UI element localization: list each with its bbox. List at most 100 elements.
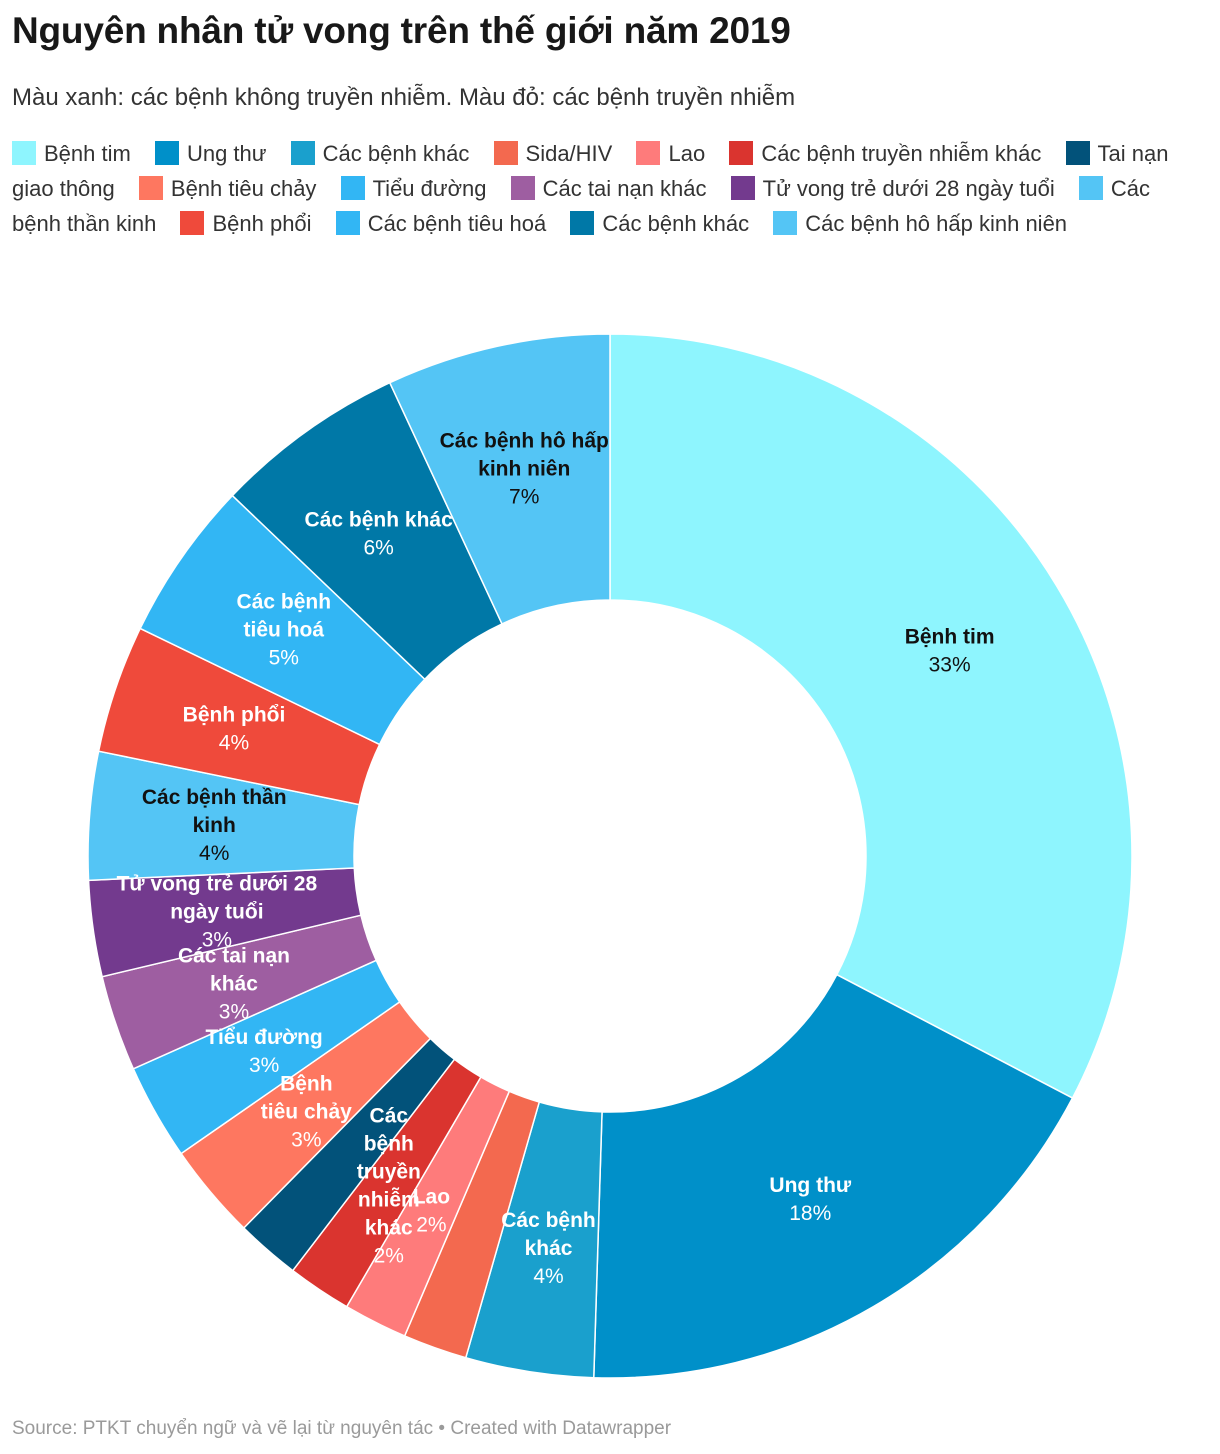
slice-label-name: Các bệnh xyxy=(501,1209,596,1232)
slice-label-value: 18% xyxy=(789,1202,831,1225)
slice-label: Lao 2% xyxy=(413,1186,450,1237)
legend-swatch xyxy=(510,176,535,200)
slice-label: Bệnh tiêu chảy 3% xyxy=(261,1073,352,1152)
chart-title: Nguyên nhân tử vong trên thế giới năm 20… xyxy=(12,10,791,51)
legend-item: Các bệnh hô hấp kinh niên xyxy=(773,211,1067,236)
legend-label: Các bệnh hô hấp kinh niên xyxy=(805,211,1068,236)
legend-item: Bệnh tiêu chảy xyxy=(138,176,317,201)
legend-swatch xyxy=(290,141,315,165)
slice-label-name: khác xyxy=(210,972,258,995)
legend-item: Tai nạn giao thông xyxy=(12,141,1168,201)
legend-item: Các bệnh thần kinh xyxy=(12,176,1150,236)
slice-label-name: Tiểu đường xyxy=(206,1026,323,1049)
legend-label: Các tai nạn khác xyxy=(542,176,707,201)
slice-label: Các bệnh tiêu hoá 5% xyxy=(237,591,332,670)
slice-label-value: 4% xyxy=(219,732,249,755)
slice-label: Các bệnh thần kinh 4% xyxy=(142,786,287,865)
slice-label-name: Các xyxy=(370,1105,409,1128)
slice-label-name: Tử vong trẻ dưới 28 xyxy=(117,872,318,895)
legend-swatch xyxy=(138,176,163,200)
legend-label: Tai nạn giao thông xyxy=(12,141,1169,201)
legend-label: Các bệnh thần kinh xyxy=(12,176,1151,236)
legend-label: Các bệnh tiêu hoá xyxy=(367,211,547,236)
slice-label-name: Các bệnh xyxy=(237,591,332,614)
slice-label-name: Lao xyxy=(413,1186,450,1209)
chart-subtitle: Màu xanh: các bệnh không truyền nhiễm. M… xyxy=(12,84,796,111)
legend-item: Các bệnh khác xyxy=(290,141,470,166)
slice-label: Bệnh tim 33% xyxy=(905,625,995,676)
slice-label-name: khác xyxy=(365,1217,413,1240)
legend-item: Các tai nạn khác xyxy=(510,176,707,201)
slice-label-name: ngày tuổi xyxy=(170,900,263,923)
slice-label: Các bệnh hô hấp kinh niên 7% xyxy=(440,429,609,508)
slice-label-name: Bệnh xyxy=(280,1073,333,1096)
slice-label-value: 3% xyxy=(249,1054,279,1077)
legend-label: Tiểu đường xyxy=(372,176,487,201)
legend-swatch xyxy=(12,141,36,165)
legend-item: Các bệnh tiêu hoá xyxy=(335,211,547,236)
slice-label-name: Bệnh phổi xyxy=(183,704,286,727)
legend-swatch xyxy=(570,211,595,235)
slice-label-name: kinh xyxy=(193,814,236,837)
slice-label: Các bệnh khác 6% xyxy=(305,508,454,559)
legend-label: Lao xyxy=(668,141,706,166)
legend-label: Ung thư xyxy=(186,141,267,166)
legend-swatch xyxy=(180,211,205,235)
slice-label-name: kinh niên xyxy=(478,457,570,480)
slice-label-name: Các bệnh thần xyxy=(142,786,287,809)
legend-label: Bệnh tim xyxy=(44,141,131,166)
legend-label: Các bệnh khác xyxy=(602,211,750,236)
legend-item: Sida/HIV xyxy=(493,141,613,166)
slice-label-name: nhiễm xyxy=(358,1188,420,1212)
legend-label: Tử vong trẻ dưới 28 ngày tuổi xyxy=(762,176,1055,201)
legend-swatch xyxy=(493,141,518,165)
legend-item: Bệnh tim xyxy=(12,141,131,166)
slice-label-name: tiêu chảy xyxy=(261,1101,352,1124)
legend-item: Ung thư xyxy=(154,141,267,166)
slice-label: Bệnh phổi 4% xyxy=(183,704,286,755)
slice-label: Tử vong trẻ dưới 28 ngày tuổi 3% xyxy=(117,872,318,951)
legend-label: Sida/HIV xyxy=(525,141,613,166)
slice-label-value: 3% xyxy=(202,928,232,951)
slice-label: Các bệnh khác 4% xyxy=(501,1209,596,1288)
legend-swatch xyxy=(1065,141,1090,165)
slice-label-name: Các tai nạn xyxy=(178,944,290,967)
legend-swatch xyxy=(154,141,179,165)
legend-swatch xyxy=(773,211,798,235)
slice-label-value: 5% xyxy=(269,647,299,670)
legend-swatch xyxy=(340,176,365,200)
slice-label-value: 4% xyxy=(199,842,229,865)
legend-item: Tiểu đường xyxy=(340,176,487,201)
slice-label-value: 33% xyxy=(929,653,971,676)
slice-label: Các bệnh truyền nhiễm khác 2% xyxy=(357,1105,421,1268)
legend-label: Các bệnh khác xyxy=(322,141,470,166)
slice-label-name: tiêu hoá xyxy=(244,619,325,642)
legend-swatch xyxy=(636,141,661,165)
slice-label-value: 3% xyxy=(219,1000,249,1023)
slice-label-value: 6% xyxy=(363,536,393,559)
legend-label: Các bệnh truyền nhiễm khác xyxy=(761,141,1042,166)
slice-label-value: 3% xyxy=(291,1129,321,1152)
legend-item: Các bệnh truyền nhiễm khác xyxy=(729,141,1041,166)
slice-label-value: 4% xyxy=(533,1265,563,1288)
legend-swatch xyxy=(1078,176,1103,200)
slice-label-value: 7% xyxy=(509,485,539,508)
legend-item: Tử vong trẻ dưới 28 ngày tuổi xyxy=(730,176,1055,201)
donut-slice xyxy=(609,333,1133,1100)
slice-label-name: Ung thư xyxy=(769,1174,851,1197)
slice-label-name: Các bệnh hô hấp xyxy=(440,429,609,452)
donut-chart: Bệnh tim 33% Ung thư 18% Các bệnh khác 4% Lao 2%… xyxy=(87,333,1133,1379)
legend-swatch xyxy=(729,141,754,165)
slice-label: Các tai nạn khác 3% xyxy=(178,944,290,1023)
source-footer: Source: PTKT chuyển ngữ và vẽ lại từ ngu… xyxy=(12,1418,672,1439)
legend-label: Bệnh tiêu chảy xyxy=(170,176,317,201)
slice-label-name: truyền xyxy=(357,1161,421,1184)
legend-swatch xyxy=(335,211,360,235)
slice-label: Ung thư 18% xyxy=(769,1174,851,1225)
legend-label: Bệnh phổi xyxy=(212,211,312,236)
legend-item: Lao xyxy=(636,141,705,166)
legend-item: Các bệnh khác xyxy=(570,211,749,236)
slice-label: Tiểu đường 3% xyxy=(206,1026,323,1077)
legend: Bệnh tim Ung thư Các bệnh khác Sida/HIV … xyxy=(12,136,1192,241)
donut-slice xyxy=(388,333,611,625)
